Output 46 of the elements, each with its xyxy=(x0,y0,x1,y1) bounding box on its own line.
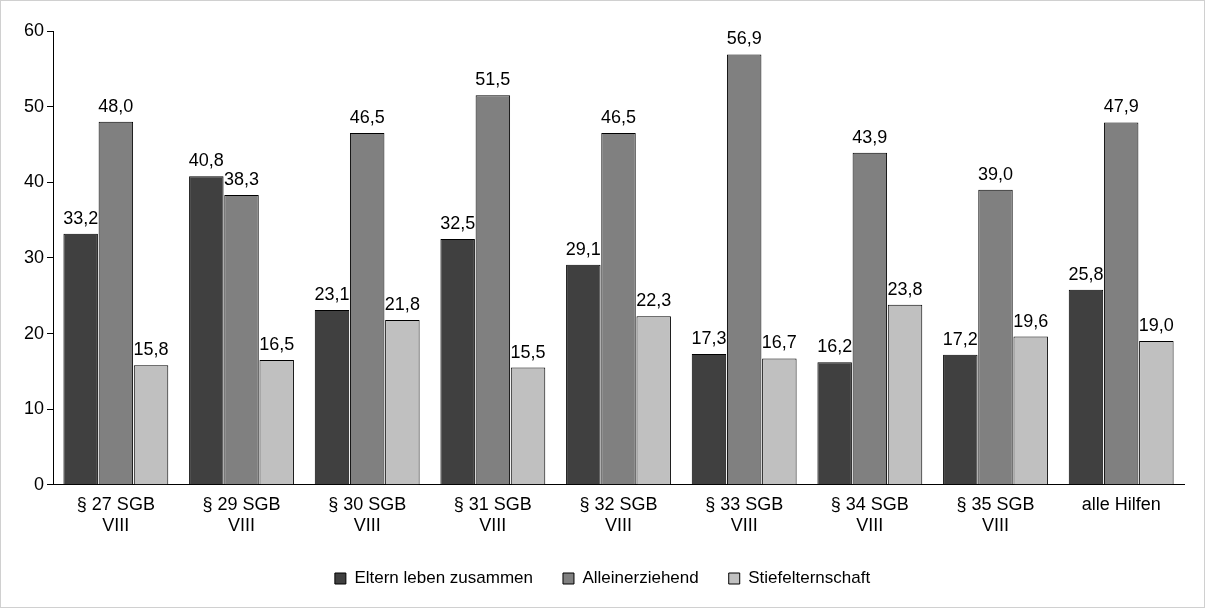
y-tick-label: 10 xyxy=(23,398,45,419)
data-label: 56,9 xyxy=(726,28,762,49)
data-label: 32,5 xyxy=(440,212,476,233)
data-label: 23,1 xyxy=(314,284,350,305)
data-label: 17,3 xyxy=(691,327,727,348)
legend-label: Eltern leben zusammen xyxy=(354,568,533,588)
y-tick-label: 40 xyxy=(23,171,45,192)
data-label: 15,5 xyxy=(510,341,546,362)
data-label: 16,2 xyxy=(817,336,853,357)
y-tick-label: 20 xyxy=(23,322,45,343)
data-label: 23,8 xyxy=(887,278,923,299)
data-label: 33,2 xyxy=(63,207,99,228)
legend-label: Alleinerziehend xyxy=(582,568,699,588)
x-tick-label: § 35 SGB VIII xyxy=(956,493,1035,536)
data-label: 25,8 xyxy=(1068,263,1104,284)
legend-label: Stiefelternschaft xyxy=(748,568,871,588)
x-tick-label: alle Hilfen xyxy=(1081,493,1161,514)
data-label: 39,0 xyxy=(977,163,1014,184)
data-label: 40,8 xyxy=(188,150,224,171)
data-label: 38,3 xyxy=(223,169,260,190)
data-label: 19,6 xyxy=(1013,310,1049,331)
data-label: 48,0 xyxy=(98,95,134,116)
data-label: 19,0 xyxy=(1138,315,1174,336)
data-label: 16,7 xyxy=(761,332,797,353)
x-tick-label: § 30 SGB VIII xyxy=(328,493,407,536)
x-tick-label: § 31 SGB VIII xyxy=(453,493,532,536)
y-tick-label: 50 xyxy=(23,95,45,116)
data-label: 17,2 xyxy=(942,328,978,349)
data-label: 51,5 xyxy=(475,69,511,90)
x-tick-label: § 33 SGB VIII xyxy=(705,493,784,536)
data-label: 46,5 xyxy=(600,107,637,128)
data-label: 16,5 xyxy=(259,333,295,354)
data-label: 47,9 xyxy=(1103,96,1139,117)
data-label: 43,9 xyxy=(852,126,888,147)
data-label: 21,8 xyxy=(384,293,420,314)
x-tick-label: § 29 SGB VIII xyxy=(202,493,281,536)
data-label: 22,3 xyxy=(636,290,672,311)
data-label: 29,1 xyxy=(565,238,601,259)
x-tick-label: § 32 SGB VIII xyxy=(579,493,658,536)
y-tick-label: 30 xyxy=(23,246,45,267)
data-label: 46,5 xyxy=(349,107,385,128)
x-tick-label: § 34 SGB VIII xyxy=(830,493,909,536)
y-tick-label: 0 xyxy=(34,473,45,494)
x-tick-label: § 27 SGB VIII xyxy=(76,493,155,536)
y-tick-label: 60 xyxy=(23,19,45,40)
data-label: 15,8 xyxy=(133,339,169,360)
